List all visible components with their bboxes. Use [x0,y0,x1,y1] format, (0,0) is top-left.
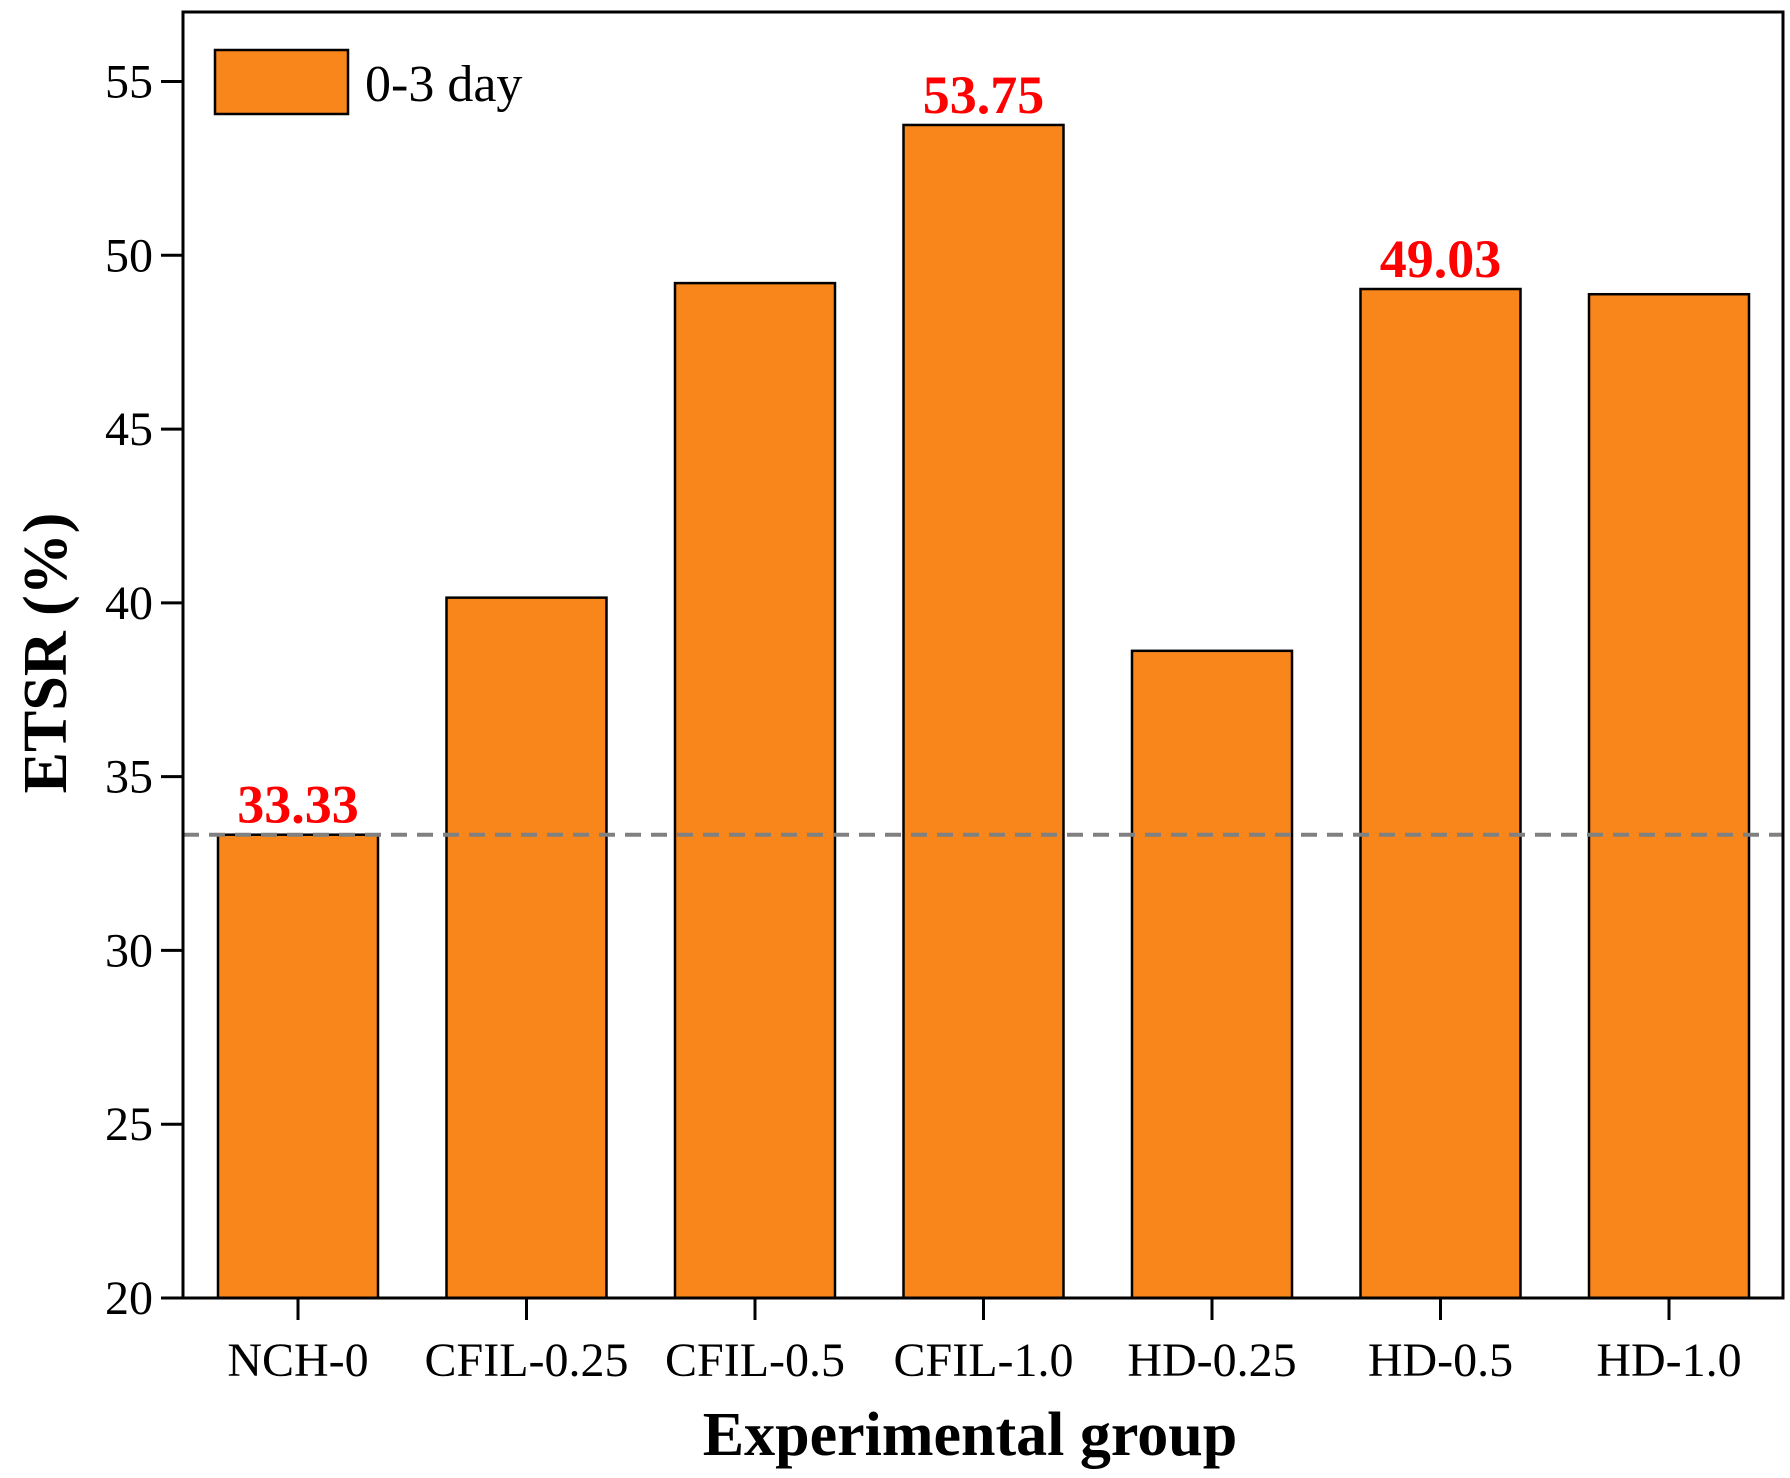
x-tick-label-cfil-1-0: CFIL-1.0 [894,1334,1074,1387]
y-tick-label-20: 20 [105,1272,153,1325]
data-label-53-75: 53.75 [923,65,1045,125]
y-axis-title: ETSR (%) [12,513,80,794]
y-tick-label-25: 25 [105,1098,153,1151]
x-tick-label-hd-1-0: HD-1.0 [1596,1334,1741,1387]
legend: 0-3 day [213,48,522,116]
data-label-33-33: 33.33 [237,775,359,835]
x-tick-label-hd-0-5: HD-0.5 [1368,1334,1513,1387]
bars [216,123,1751,1300]
x-tick-label-cfil-0-5: CFIL-0.5 [665,1334,845,1387]
bar-hd-1-0 [1587,292,1751,1300]
bar-cfil-1-0 [902,123,1065,1300]
y-tick-label-45: 45 [105,403,153,456]
bar-hd-0-25 [1130,649,1294,1300]
plot-frame [181,10,1785,1300]
legend-swatch [213,48,350,116]
x-tick-label-hd-0-25: HD-0.25 [1127,1334,1296,1387]
bar-hd-0-5 [1359,287,1522,1300]
x-axis-title: Experimental group [703,1401,1237,1469]
y-tick-label-35: 35 [105,751,153,804]
bar-cfil-0-25 [445,596,608,1300]
y-tick-label-40: 40 [105,577,153,630]
legend-label: 0-3 day [365,56,522,113]
bar-cfil-0-5 [673,281,837,1300]
x-tick-label-cfil-0-25: CFIL-0.25 [425,1334,629,1387]
y-axis-ticks: 20 25 30 35 40 45 50 55 [105,56,183,1325]
data-labels: 33.33 53.75 49.03 [237,65,1501,835]
data-label-49-03: 49.03 [1380,229,1502,289]
x-tick-label-nch-0: NCH-0 [227,1334,368,1387]
y-tick-label-55: 55 [105,56,153,109]
y-tick-label-50: 50 [105,229,153,282]
x-axis-ticks: NCH-0 CFIL-0.25 CFIL-0.5 CFIL-1.0 HD-0.25 HD-… [227,1298,1742,1387]
y-tick-label-30: 30 [105,924,153,977]
bar-nch-0 [216,833,380,1300]
